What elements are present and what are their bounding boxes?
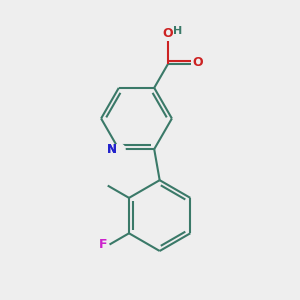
Text: O: O [163,27,173,40]
Text: O: O [193,56,203,69]
Text: H: H [173,26,182,36]
Text: N: N [107,143,117,156]
Text: N: N [107,143,117,156]
Text: F: F [99,238,107,251]
